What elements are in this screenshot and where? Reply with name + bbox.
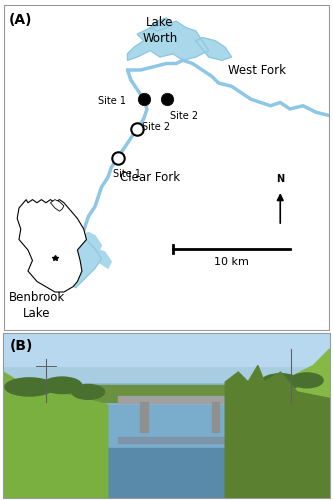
Text: Benbrook
Lake: Benbrook Lake <box>8 291 65 320</box>
Ellipse shape <box>72 384 105 400</box>
Text: Site 1: Site 1 <box>113 169 141 179</box>
Polygon shape <box>82 232 102 252</box>
Ellipse shape <box>5 378 54 396</box>
Polygon shape <box>101 405 238 498</box>
Bar <box>211 402 219 432</box>
Text: Site 2: Site 2 <box>142 122 170 132</box>
Polygon shape <box>150 18 173 31</box>
Polygon shape <box>196 38 231 60</box>
Bar <box>4 5 329 330</box>
Ellipse shape <box>261 374 300 390</box>
Text: West Fork: West Fork <box>228 64 286 76</box>
Bar <box>3 332 330 366</box>
Ellipse shape <box>43 377 82 394</box>
Text: N: N <box>276 174 284 184</box>
Polygon shape <box>3 372 108 498</box>
Polygon shape <box>40 223 102 288</box>
Bar <box>3 332 330 498</box>
Bar <box>3 386 330 402</box>
Polygon shape <box>101 448 238 498</box>
Bar <box>3 332 330 382</box>
Polygon shape <box>95 248 111 268</box>
Bar <box>118 437 281 443</box>
Polygon shape <box>232 349 330 498</box>
Text: (A): (A) <box>9 13 32 27</box>
Polygon shape <box>225 366 330 498</box>
Polygon shape <box>51 200 64 211</box>
Polygon shape <box>128 21 209 60</box>
Text: 10 km: 10 km <box>214 257 249 267</box>
Point <box>115 154 121 162</box>
Point <box>164 95 169 104</box>
Point <box>135 124 140 132</box>
Text: Clear Fork: Clear Fork <box>120 171 180 183</box>
Text: (B): (B) <box>10 339 33 353</box>
Text: Site 2: Site 2 <box>170 110 198 120</box>
Text: Lake
Worth: Lake Worth <box>143 16 177 46</box>
Ellipse shape <box>290 373 323 388</box>
Polygon shape <box>17 200 87 292</box>
Point <box>141 95 147 104</box>
Bar <box>3 332 330 405</box>
Bar <box>140 402 148 432</box>
Text: Site 1: Site 1 <box>98 96 126 106</box>
Bar <box>118 396 281 404</box>
